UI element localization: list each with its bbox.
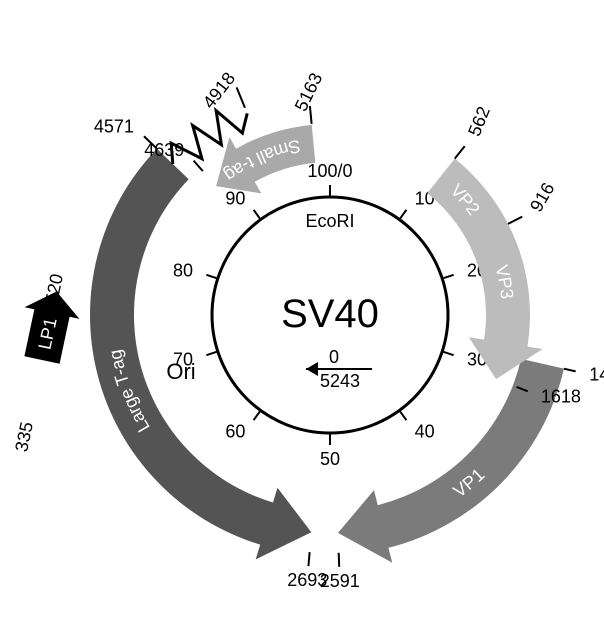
tick — [206, 351, 217, 355]
tick-label: 80 — [173, 261, 193, 281]
pos-335: 335 — [11, 420, 37, 454]
tick-label: 50 — [320, 449, 340, 469]
tick — [442, 351, 453, 355]
pos-4639: 4639 — [144, 140, 184, 160]
sv40-genome-map: 100/0102030405060708090EcoRISV40Ori05243… — [0, 0, 604, 631]
pos-1618: 1618 — [541, 386, 581, 406]
tick-label: 60 — [225, 421, 245, 441]
ori-arrowhead — [306, 362, 318, 376]
tick — [442, 275, 453, 279]
pos-562: 562 — [464, 104, 494, 139]
pos-5163: 5163 — [291, 70, 327, 115]
center-title: SV40 — [281, 292, 379, 336]
leader — [339, 553, 340, 567]
pos-4918: 4918 — [199, 68, 239, 112]
ecori-label: EcoRI — [305, 211, 354, 231]
tick-label: 90 — [225, 189, 245, 209]
tick-label: 40 — [415, 421, 435, 441]
pos-916: 916 — [526, 179, 558, 215]
pos-1499: 1499 — [589, 365, 604, 385]
leader — [508, 217, 522, 224]
leader — [194, 161, 203, 171]
leader — [455, 146, 465, 159]
vp1-gene — [338, 359, 564, 563]
tick — [206, 275, 217, 279]
pos-4571: 4571 — [94, 117, 134, 137]
tick — [254, 210, 261, 220]
tick-label: 100/0 — [307, 161, 352, 181]
leader — [564, 369, 576, 372]
ori-total: 5243 — [320, 371, 360, 391]
leader — [237, 87, 245, 107]
tick — [254, 410, 261, 420]
ori-label: Ori — [166, 359, 195, 384]
pos-2693: 2693 — [287, 570, 327, 590]
ori-zero: 0 — [329, 347, 339, 367]
tick — [399, 210, 406, 220]
leader — [308, 552, 309, 566]
tick — [399, 410, 406, 420]
